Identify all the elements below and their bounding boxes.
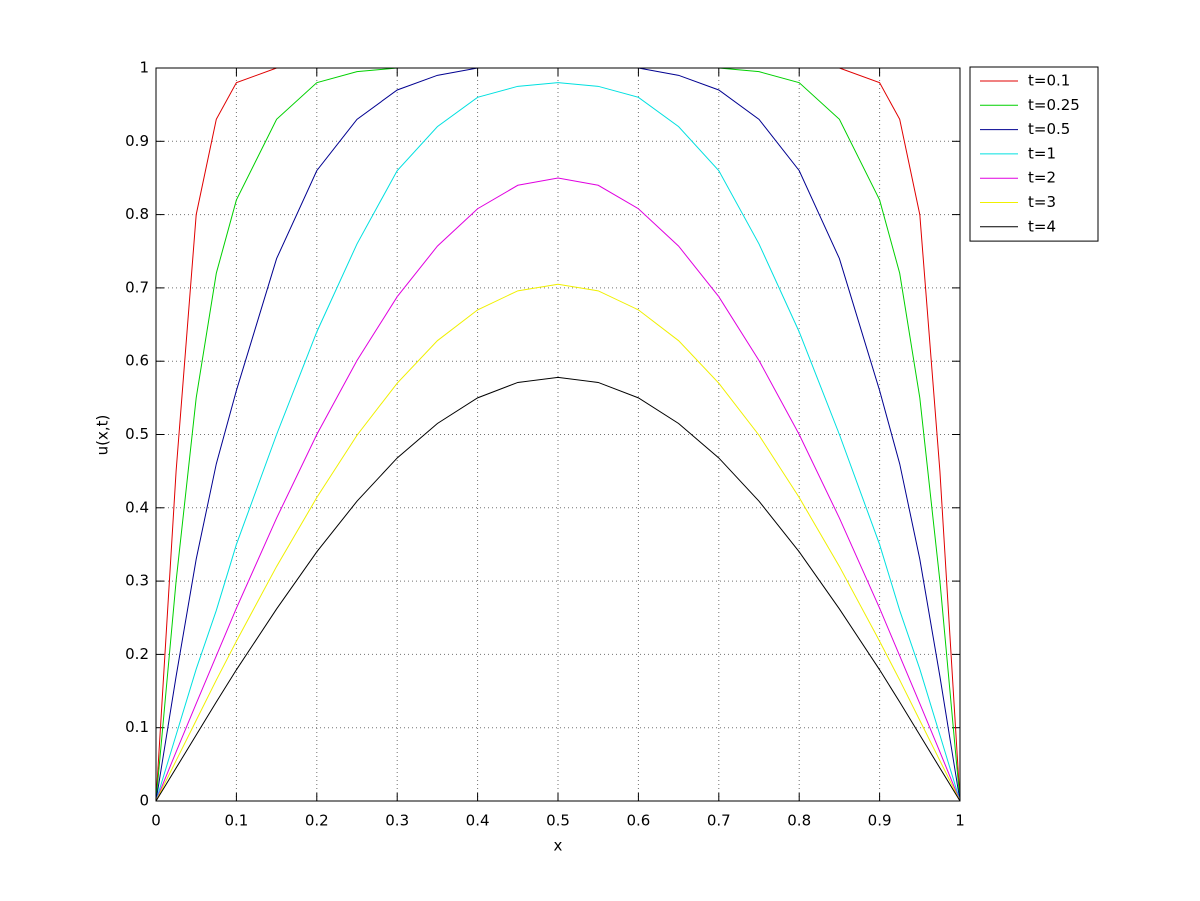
x-tick-label: 0.6 bbox=[626, 812, 650, 830]
y-tick-label: 0.3 bbox=[125, 572, 149, 590]
y-tick-label: 1 bbox=[139, 59, 149, 77]
x-axis-label: x bbox=[554, 837, 563, 855]
x-tick-label: 0.7 bbox=[707, 812, 731, 830]
x-tick-label: 0.8 bbox=[787, 812, 811, 830]
x-tick-label: 0.3 bbox=[385, 812, 409, 830]
x-tick-label: 1 bbox=[955, 812, 965, 830]
legend-label: t=1 bbox=[1028, 144, 1056, 162]
legend-label: t=0.5 bbox=[1028, 120, 1070, 138]
legend-label: t=2 bbox=[1028, 169, 1056, 187]
line bbox=[155, 82, 961, 802]
legend-label: t=0.1 bbox=[1028, 72, 1070, 90]
y-axis-label: u(x,t) bbox=[94, 415, 112, 456]
y-tick-label: 0.7 bbox=[125, 278, 149, 296]
legend-label: t=3 bbox=[1028, 193, 1056, 211]
y-tick-label: 0.5 bbox=[125, 425, 149, 443]
plot-frame bbox=[155, 67, 961, 802]
y-tick-label: 0.6 bbox=[125, 352, 149, 370]
legend-label: t=0.25 bbox=[1028, 96, 1080, 114]
x-tick-label: 0.9 bbox=[868, 812, 892, 830]
y-tick-label: 0.1 bbox=[125, 718, 149, 736]
legend-label: t=4 bbox=[1028, 217, 1056, 235]
y-tick-label: 0.2 bbox=[125, 645, 149, 663]
y-tick-label: 0.9 bbox=[125, 132, 149, 150]
x-tick-label: 0.4 bbox=[466, 812, 490, 830]
y-tick-label: 0 bbox=[139, 792, 149, 810]
line bbox=[155, 283, 961, 802]
x-tick-label: 0 bbox=[151, 812, 161, 830]
y-tick-label: 0.8 bbox=[125, 205, 149, 223]
x-tick-label: 0.1 bbox=[224, 812, 248, 830]
line bbox=[155, 376, 961, 802]
line bbox=[155, 177, 961, 802]
x-tick-label: 0.5 bbox=[546, 812, 570, 830]
x-tick-label: 0.2 bbox=[305, 812, 329, 830]
y-tick-label: 0.4 bbox=[125, 498, 149, 516]
